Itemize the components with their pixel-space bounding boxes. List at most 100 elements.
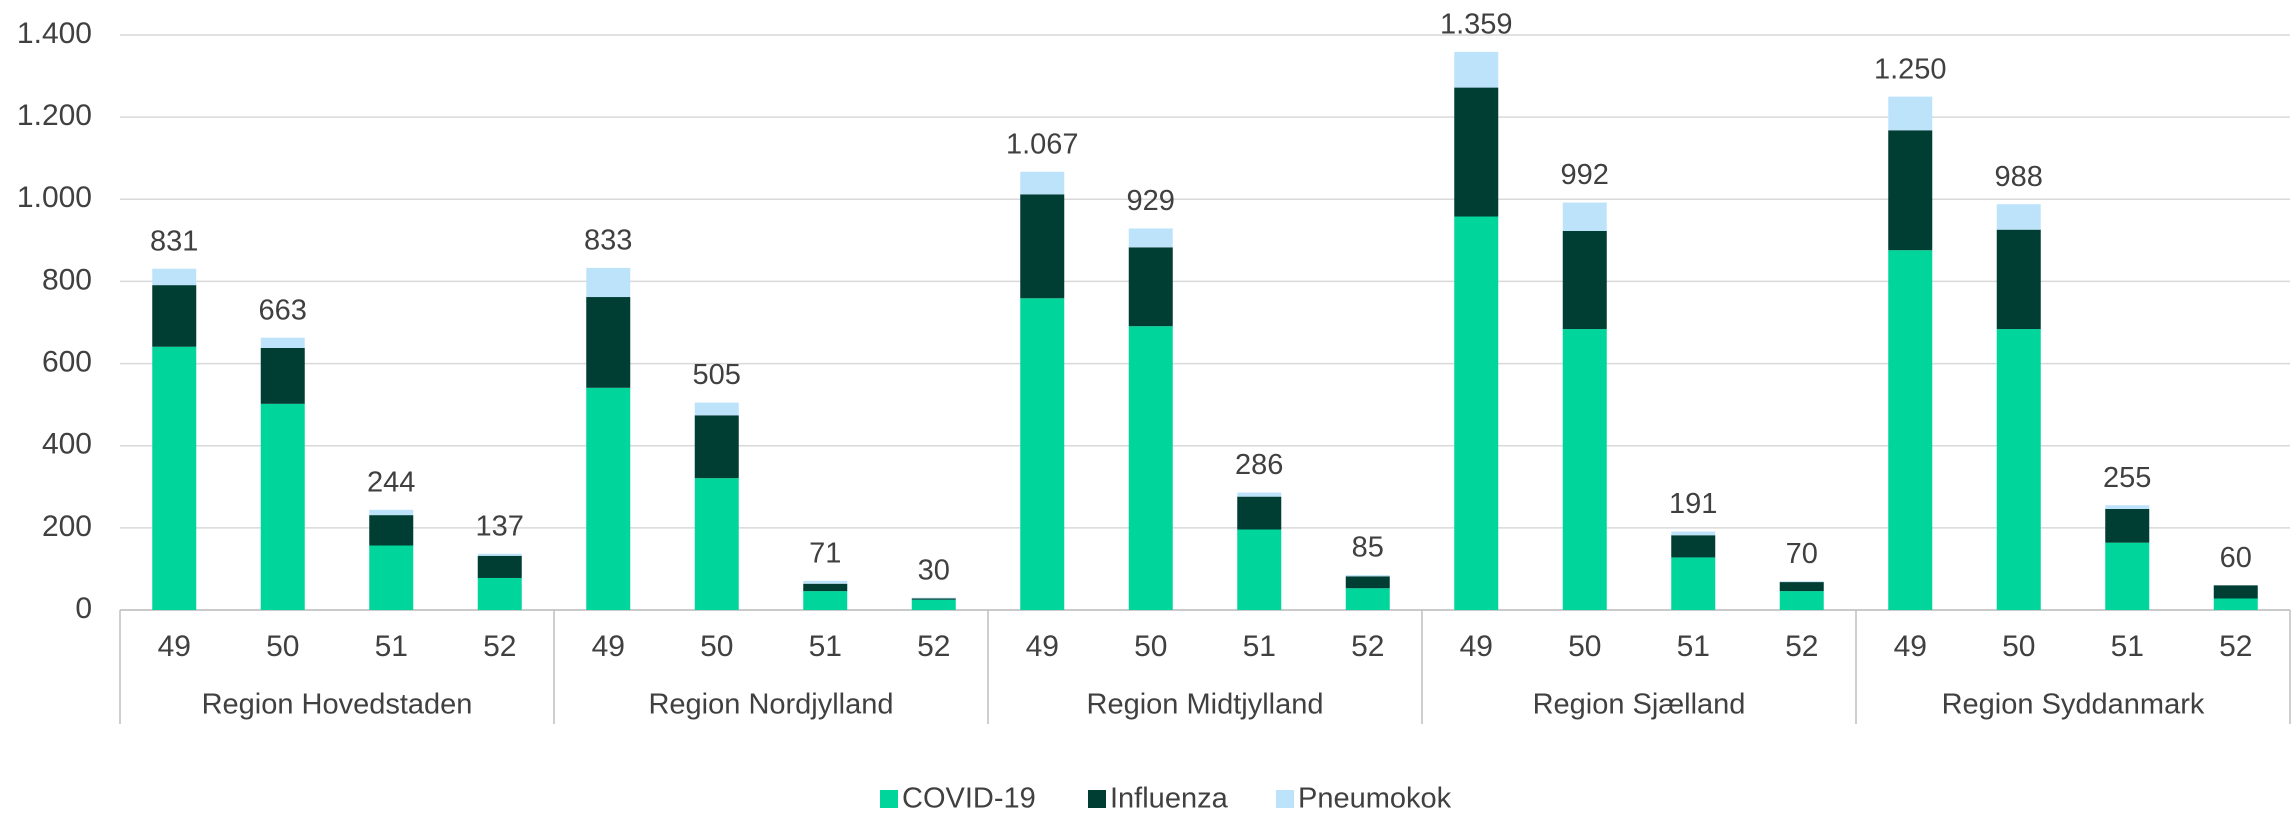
- group-label: Region Syddanmark: [1942, 689, 2205, 721]
- y-tick-label: 1.200: [17, 99, 92, 132]
- bar-segment: [1671, 535, 1716, 558]
- y-tick-label: 600: [42, 345, 92, 378]
- total-label: 988: [1995, 161, 2043, 193]
- total-label: 191: [1669, 488, 1717, 520]
- y-tick-label: 1.400: [17, 17, 92, 50]
- total-label: 60: [2220, 542, 2252, 574]
- bar-segment: [260, 347, 305, 404]
- x-tick-label: 51: [809, 630, 842, 663]
- bar-segment: [1020, 194, 1065, 299]
- legend-swatch: [1276, 790, 1294, 808]
- x-tick-label: 49: [1026, 630, 1059, 663]
- bar-segment: [152, 268, 197, 286]
- bar-segment: [586, 387, 631, 610]
- total-label: 1.067: [1006, 128, 1079, 160]
- group-label: Region Hovedstaden: [202, 689, 473, 721]
- legend-label: COVID-19: [902, 783, 1036, 814]
- total-label: 70: [1786, 538, 1818, 570]
- bar-segment: [1237, 529, 1282, 610]
- bar-segment: [1128, 247, 1173, 327]
- bar-segment: [1562, 230, 1607, 330]
- bar-segment: [911, 598, 956, 600]
- bar-segment: [1562, 329, 1607, 610]
- bar-segment: [1888, 250, 1933, 610]
- bar-segment: [1237, 496, 1282, 530]
- total-label: 137: [476, 510, 524, 542]
- total-label: 992: [1561, 159, 1609, 191]
- bar-segment: [477, 577, 522, 610]
- total-label: 831: [150, 225, 198, 257]
- bar-segment: [803, 583, 848, 592]
- total-label: 1.250: [1874, 53, 1947, 85]
- x-tick-label: 50: [700, 630, 733, 663]
- bar-segment: [586, 267, 631, 298]
- x-tick-label: 49: [1460, 630, 1493, 663]
- bar-segment: [1128, 326, 1173, 610]
- bar-segment: [1996, 204, 2041, 230]
- bar-segment: [369, 545, 414, 610]
- bar-segment: [803, 580, 848, 584]
- bar-segment: [1020, 171, 1065, 195]
- bar-segment: [1345, 588, 1390, 610]
- group-label: Region Sjælland: [1533, 689, 1746, 721]
- x-tick-label: 52: [917, 630, 950, 663]
- x-tick-label: 51: [375, 630, 408, 663]
- total-label: 286: [1235, 449, 1283, 481]
- bar-segment: [1562, 202, 1607, 231]
- bar-segment: [1128, 228, 1173, 248]
- bar-segment: [1779, 591, 1824, 610]
- total-label: 71: [809, 537, 841, 569]
- x-tick-label: 52: [483, 630, 516, 663]
- bar-segment: [694, 402, 739, 416]
- bar-segment: [477, 553, 522, 556]
- bar-segment: [1996, 329, 2041, 610]
- bar-segment: [477, 555, 522, 578]
- x-tick-label: 51: [1243, 630, 1276, 663]
- total-label: 244: [367, 466, 415, 498]
- group-label: Region Nordjylland: [648, 689, 893, 721]
- bar-segment: [2105, 542, 2150, 610]
- bar-segment: [260, 403, 305, 610]
- bar-segment: [694, 478, 739, 610]
- bar-segment: [369, 515, 414, 546]
- x-tick-label: 51: [1677, 630, 1710, 663]
- x-tick-label: 50: [1568, 630, 1601, 663]
- bar-segment: [1888, 130, 1933, 251]
- bar-segment: [260, 337, 305, 348]
- bar-segment: [1020, 298, 1065, 610]
- x-tick-label: 52: [1351, 630, 1384, 663]
- y-tick-label: 0: [75, 592, 92, 625]
- bar-segment: [1779, 581, 1824, 583]
- total-label: 505: [693, 359, 741, 391]
- bar-segment: [1671, 531, 1716, 536]
- x-tick-label: 50: [2002, 630, 2035, 663]
- y-tick-label: 800: [42, 263, 92, 296]
- bar-segment: [694, 415, 739, 479]
- bar-segment: [369, 509, 414, 516]
- total-label: 30: [918, 554, 950, 586]
- bar-segment: [1237, 492, 1282, 497]
- legend-swatch: [1088, 790, 1106, 808]
- total-label: 663: [259, 294, 307, 326]
- bar-segment: [803, 591, 848, 610]
- bar-segment: [1671, 557, 1716, 610]
- x-tick-label: 49: [158, 630, 191, 663]
- x-tick-label: 52: [1785, 630, 1818, 663]
- bar-segment: [2213, 585, 2258, 599]
- bar-segment: [1996, 229, 2041, 330]
- x-tick-label: 50: [266, 630, 299, 663]
- bar-segment: [1345, 576, 1390, 589]
- y-tick-label: 200: [42, 510, 92, 543]
- x-tick-label: 51: [2111, 630, 2144, 663]
- x-tick-label: 49: [1894, 630, 1927, 663]
- bar-segment: [2213, 598, 2258, 610]
- bar-segment: [1779, 582, 1824, 592]
- legend-label: Influenza: [1110, 783, 1229, 814]
- legend-label: Pneumokok: [1298, 783, 1452, 814]
- y-tick-label: 400: [42, 428, 92, 461]
- x-tick-label: 49: [592, 630, 625, 663]
- bar-segment: [1345, 575, 1390, 577]
- bar-segment: [1454, 87, 1499, 217]
- bar-segment: [1888, 96, 1933, 131]
